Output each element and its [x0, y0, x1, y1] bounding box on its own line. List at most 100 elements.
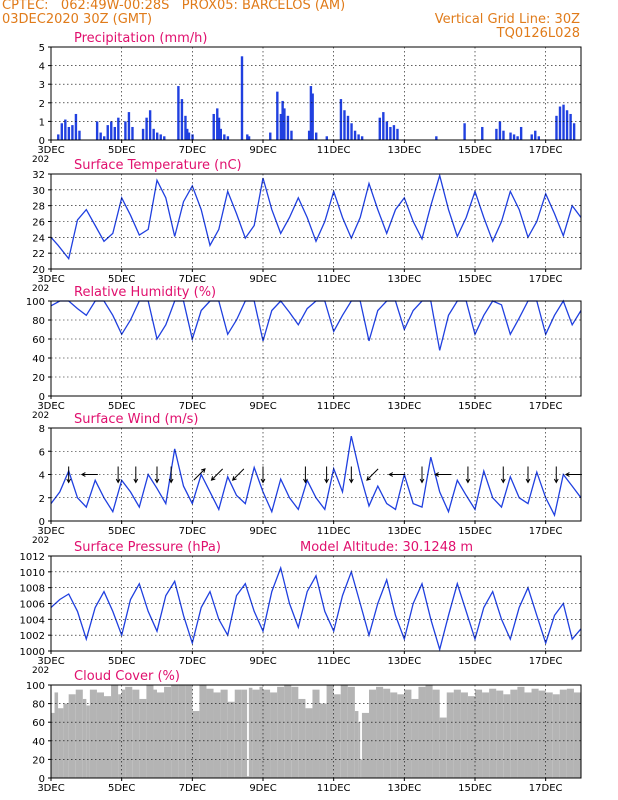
- wind-xtick-label: 5DEC: [108, 526, 135, 537]
- cloud-area-segment: [178, 685, 186, 778]
- precip-bar: [71, 125, 74, 140]
- rh-xtick-label: 17DEC: [529, 401, 563, 412]
- precip-overlap-label: 202: [32, 155, 49, 165]
- rh-overlap-label: 202: [32, 411, 49, 421]
- precip-bar: [148, 110, 152, 140]
- cloud-area-segment: [247, 776, 249, 778]
- wind-arrow: [66, 466, 72, 484]
- precip-xtick-label: 7DEC: [179, 145, 206, 156]
- precip-bar: [537, 136, 540, 140]
- cloud-area-segment: [248, 687, 253, 778]
- pres-xtick-label: 17DEC: [529, 656, 563, 667]
- precip-bar: [343, 110, 346, 140]
- cloud-frame: [50, 684, 582, 779]
- precip-bar: [191, 134, 194, 140]
- precip-title: Precipitation (mm/h): [74, 31, 207, 46]
- pres-overlap-label: 202: [32, 666, 49, 676]
- precip-bar: [353, 130, 357, 140]
- cloud-area-segment: [566, 688, 574, 778]
- cloud-area-segment: [252, 689, 260, 778]
- cloud-area-segment: [517, 686, 525, 778]
- rh-ytick-label: 80: [32, 316, 45, 327]
- cloud-area-segment: [220, 689, 228, 778]
- precip-xtick-label: 13DEC: [387, 145, 421, 156]
- rh-ytick-label: 0: [39, 392, 45, 403]
- cloud-area-segment: [111, 685, 119, 778]
- precip-bar: [562, 104, 565, 140]
- rh-xtick-label: 3DEC: [37, 401, 64, 412]
- wind-title: Surface Wind (m/s): [74, 412, 198, 427]
- precip-bar: [350, 123, 353, 140]
- cloud-area-segment: [326, 685, 334, 778]
- wind-arrow: [553, 466, 559, 484]
- precip-bar: [360, 136, 364, 140]
- cloud-area-segment: [467, 696, 475, 778]
- precip-ytick-label: 1: [39, 117, 45, 128]
- wind-arrow: [388, 472, 406, 477]
- precip-bar: [558, 106, 562, 140]
- rh-ytick-label: 60: [32, 335, 45, 346]
- precip-bar: [159, 134, 162, 140]
- precip-bar: [269, 132, 272, 140]
- rh-xtick-label: 7DEC: [179, 401, 206, 412]
- temp-title: Surface Temperature (nC): [74, 158, 242, 173]
- cloud-area-segment: [199, 685, 207, 778]
- precip-ytick-label: 5: [39, 43, 45, 54]
- precip-bar: [103, 136, 106, 140]
- precip-bar: [145, 117, 148, 140]
- precip-xtick-label: 15DEC: [458, 145, 492, 156]
- cloud-area-segment: [86, 705, 90, 778]
- precip-bar: [216, 108, 219, 140]
- precip-bar: [495, 128, 498, 140]
- precip-bar: [99, 132, 102, 140]
- wind-arrow: [168, 466, 174, 484]
- cloud-xtick-label: 13DEC: [387, 783, 421, 794]
- temp-overlap-label: 202: [32, 284, 49, 294]
- pres-ytick-label: 1000: [20, 647, 45, 658]
- cloud-area-segment: [259, 686, 263, 778]
- precip-bar: [481, 126, 484, 140]
- cloud-area-segment: [347, 686, 355, 778]
- pres-ytick-label: 1012: [20, 552, 45, 563]
- precip-bar: [187, 132, 191, 140]
- cloud-area-segment: [132, 689, 140, 778]
- cloud-area-segment: [446, 692, 454, 778]
- precip-bar: [60, 123, 63, 140]
- cloud-area-segment: [284, 685, 292, 778]
- precip-xtick-label: 11DEC: [317, 145, 351, 156]
- precip-bar: [180, 99, 184, 140]
- pres-ytick-label: 1008: [20, 584, 45, 595]
- precip-bar: [311, 93, 314, 140]
- temp-ytick-label: 28: [32, 202, 45, 213]
- cloud-area-segment: [552, 694, 560, 778]
- precip-bar: [519, 126, 523, 140]
- precip-bar: [325, 136, 328, 140]
- cloud-area-segment: [496, 690, 504, 778]
- cloud-area-segment: [54, 692, 59, 778]
- cloud-area-segment: [125, 686, 133, 778]
- precip-bar: [315, 132, 318, 140]
- precip-bar: [346, 115, 350, 140]
- rh-xtick-label: 11DEC: [317, 401, 351, 412]
- precip-bar: [163, 136, 166, 140]
- precip-bar: [435, 136, 438, 140]
- precip-bar: [212, 113, 215, 140]
- cloud-area-segment: [118, 694, 122, 778]
- wind-arrow: [260, 466, 266, 484]
- precip-bar: [117, 117, 120, 140]
- header-model-id: TQ0126L028: [496, 26, 580, 41]
- wind-arrow: [303, 466, 308, 484]
- precip-bar: [498, 121, 502, 140]
- wind-ytick-label: 2: [39, 494, 45, 505]
- cloud-ytick-label: 40: [32, 737, 45, 748]
- cloud-area-segment: [96, 692, 104, 778]
- temp-xtick-label: 11DEC: [317, 274, 351, 285]
- pres-xtick-label: 13DEC: [387, 656, 421, 667]
- temp-xtick-label: 13DEC: [387, 274, 421, 285]
- cloud-area-segment: [340, 685, 348, 778]
- wind-arrow: [465, 466, 471, 484]
- cloud-xtick-label: 15DEC: [458, 783, 492, 794]
- cloud-area-segment: [489, 688, 497, 778]
- precip-bar: [246, 134, 249, 140]
- precip-bar: [78, 130, 81, 140]
